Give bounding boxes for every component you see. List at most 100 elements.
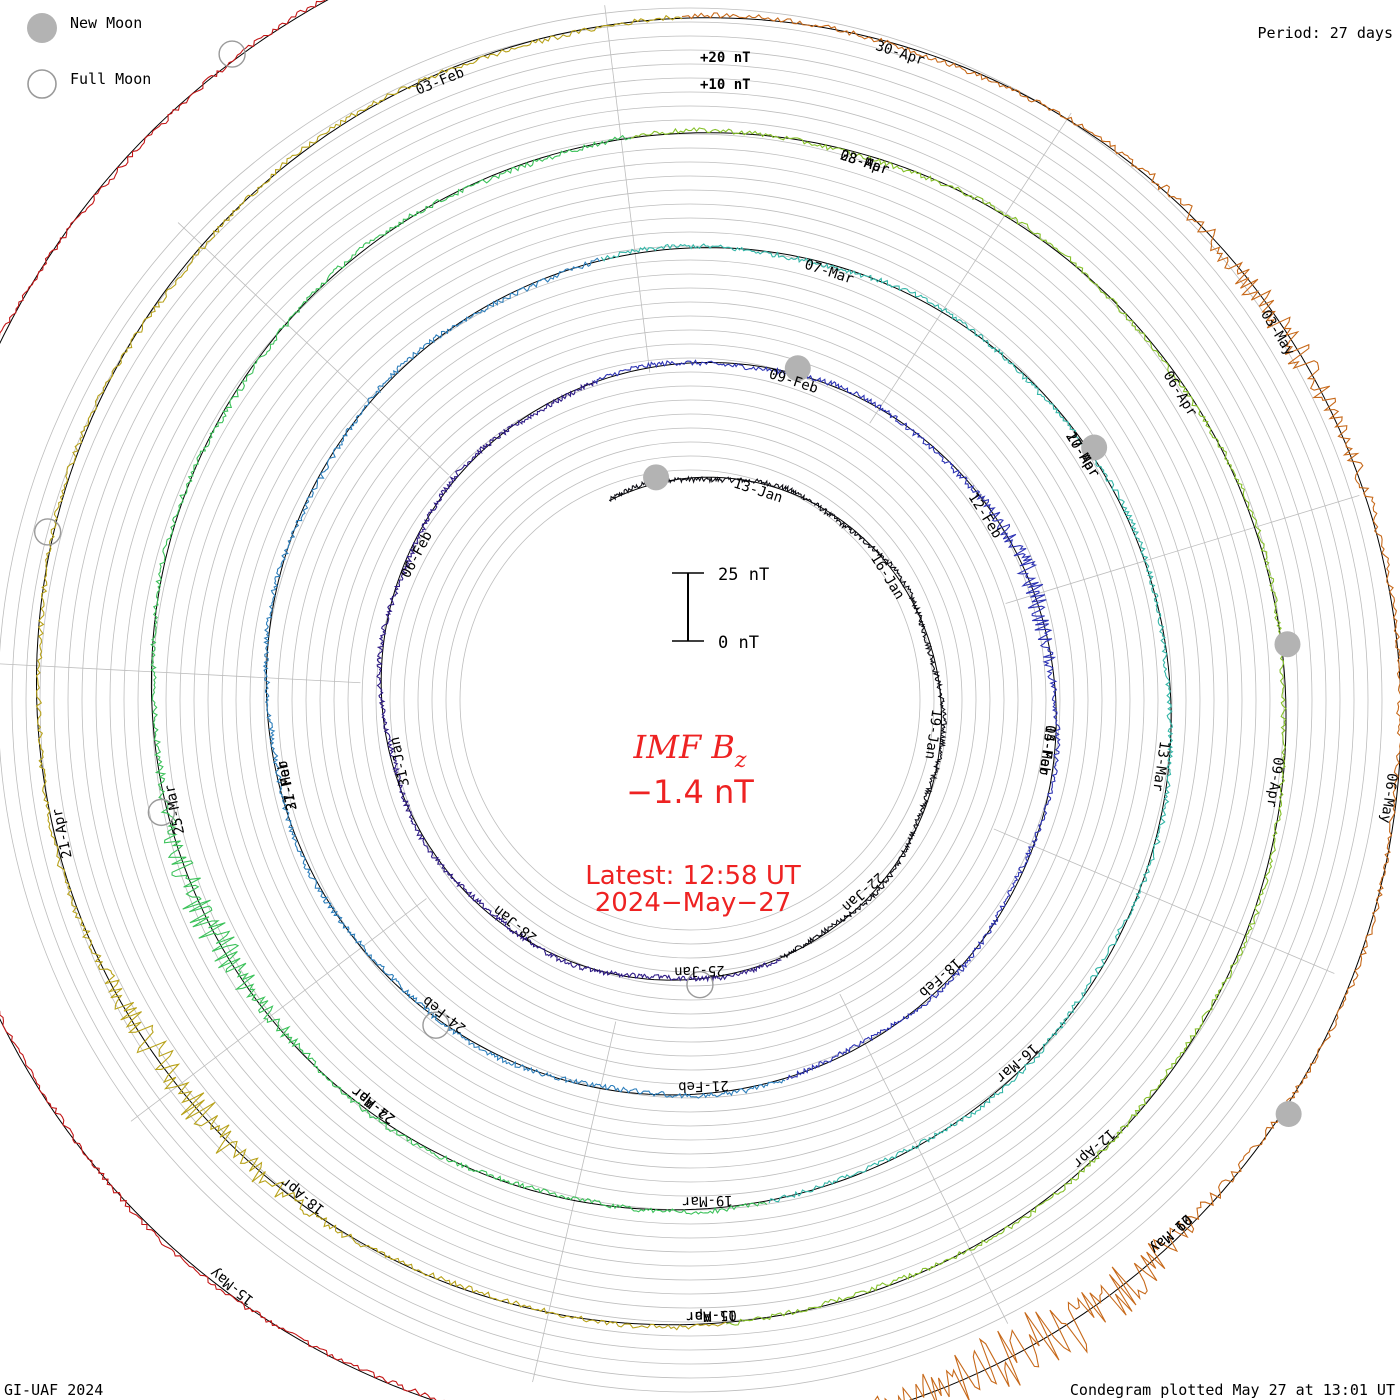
grid-circle (53, 63, 1327, 1337)
grid-circle (277, 287, 1103, 1113)
center-title-main: IMF B (633, 728, 735, 766)
date-label: 31-Mar (275, 759, 301, 812)
grid-circle (431, 441, 949, 959)
grid-spoke (1005, 494, 1360, 604)
grid-circle (459, 469, 921, 931)
footer-credit: GI-UAF 2024 (4, 1381, 103, 1399)
date-label: 03-May (1257, 307, 1297, 358)
full-moon-legend-icon (27, 69, 57, 99)
grid-spoke (532, 1021, 617, 1383)
grid-circle (25, 35, 1355, 1365)
date-label: 21-Feb (678, 1077, 729, 1095)
date-label: 12-Feb (965, 490, 1005, 541)
grid-circle (193, 203, 1187, 1197)
grid-spoke (177, 222, 449, 476)
date-label: 21-Apr (50, 807, 76, 860)
grid-circle (445, 455, 935, 945)
date-label: 18-Feb (916, 954, 964, 1000)
grid-circle (151, 161, 1229, 1239)
date-label: 24-Feb (420, 992, 470, 1036)
date-label: 04-Mar (1035, 724, 1058, 776)
grid-circle (165, 175, 1215, 1225)
full-moon-marker (422, 1011, 450, 1039)
new-moon-legend-icon (27, 13, 57, 43)
grid-spoke (869, 112, 1072, 424)
grid-circle (305, 315, 1075, 1085)
footer-plotted: Condegram plotted May 27 at 13:01 UT (1070, 1381, 1395, 1399)
grid-spoke (130, 898, 427, 1122)
scale-plus10-label: +10 nT (700, 77, 751, 93)
grid-circle (123, 133, 1257, 1267)
date-label: 09-Apr (1263, 756, 1286, 808)
grid-circle (207, 217, 1173, 1183)
grid-circle (0, 7, 1383, 1393)
new-moon-marker (784, 355, 811, 382)
date-label: 13-Mar (1149, 740, 1172, 792)
center-title: IMF Bz (633, 728, 747, 773)
date-label: 22-Jan (839, 869, 887, 915)
grid-circle (179, 189, 1201, 1211)
full-moon-marker (147, 798, 176, 827)
bz-trace-segment-7 (630, 127, 1287, 1326)
grid-circle (221, 231, 1159, 1169)
center-title-sub: z (734, 748, 747, 773)
grid-circle (361, 371, 1019, 1029)
date-label: 28-Mar (838, 147, 891, 178)
bz-trace-segment-5 (600, 243, 1174, 1204)
bz-trace-segment-9 (681, 12, 1400, 1400)
grid-circle (417, 427, 963, 973)
full-moon-legend-label: Full Moon (70, 70, 151, 88)
date-label: 06-Apr (1160, 368, 1200, 419)
date-label: 19-Mar (682, 1192, 733, 1210)
grid-circle (137, 147, 1243, 1253)
new-moon-marker (643, 464, 670, 491)
grid-circle (319, 329, 1061, 1071)
date-label: 19-Jan (922, 708, 945, 760)
grid-circle (389, 399, 991, 1001)
new-moon-marker (1274, 631, 1301, 658)
new-moon-legend-label: New Moon (70, 14, 142, 32)
scale-bar: 25 nT 0 nT (672, 565, 769, 653)
grid-spoke (0, 663, 361, 684)
date-label: 06-May (1377, 772, 1400, 824)
bz-trace-segment-4 (262, 257, 786, 1099)
bz-trace-segment-8 (35, 14, 727, 1331)
grid-circle (67, 77, 1313, 1323)
full-moon-marker (686, 971, 714, 999)
scale-bar-bottom-label: 0 nT (718, 633, 759, 653)
full-moon-marker (33, 518, 62, 546)
grid-spoke (604, 5, 651, 373)
grid-circle (249, 259, 1131, 1141)
date-label: 25-Mar (162, 783, 188, 836)
grid-circle (235, 245, 1145, 1155)
bz-trace-segment-10 (0, 0, 445, 1400)
date-label: 25-Jan (674, 962, 725, 980)
grid-circle (81, 91, 1299, 1309)
grid-circle (263, 273, 1117, 1127)
grid-circle (95, 105, 1285, 1295)
date-label: 06-Feb (398, 529, 436, 581)
period-label: Period: 27 days (1258, 24, 1393, 42)
bz-trace-segment-6 (150, 134, 768, 1215)
scale-plus20-label: +20 nT (700, 50, 751, 66)
bz-trace-segment-1 (608, 475, 947, 959)
date-label: 31-Jan (387, 735, 413, 788)
moon-markers (33, 40, 1302, 1128)
radial-grid (0, 7, 1383, 1393)
day-spokes (0, 5, 1360, 1383)
date-label: 24-Apr (349, 1083, 399, 1127)
full-moon-marker (218, 40, 246, 68)
grid-circle (11, 21, 1369, 1379)
date-label: 15-Apr (686, 1307, 737, 1325)
latest-date: 2024−May−27 (595, 888, 792, 918)
date-label: 07-Mar (803, 257, 856, 288)
grid-circle (109, 119, 1271, 1281)
date-label: 21-May (1146, 1211, 1194, 1257)
latest-time: Latest: 12:58 UT (585, 861, 801, 891)
latest-value: −1.4 nT (626, 773, 754, 811)
grid-circle (291, 301, 1089, 1099)
